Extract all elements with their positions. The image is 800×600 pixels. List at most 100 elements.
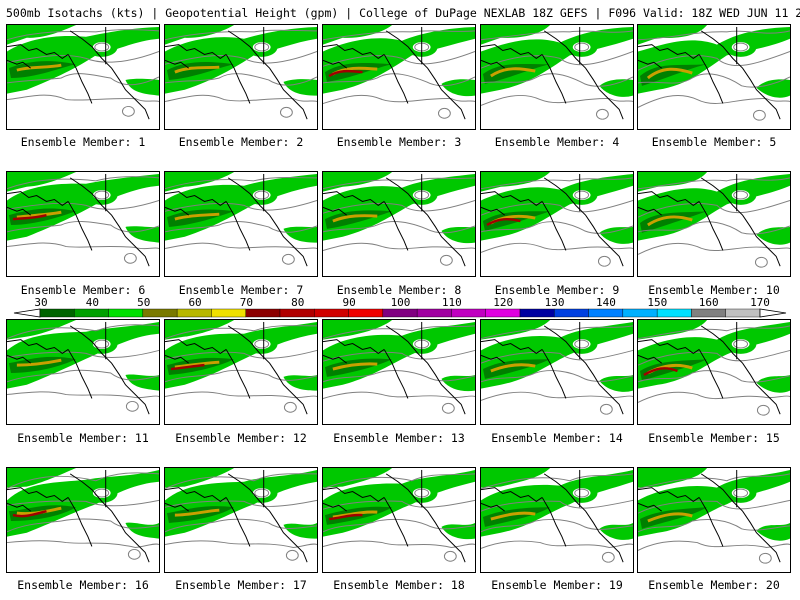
colorbar-tick-label: 100: [391, 296, 411, 309]
height-contour: [165, 199, 317, 212]
colorbar-tick-label: 80: [291, 296, 304, 309]
isotach-patch: [125, 522, 159, 539]
height-contour: [165, 473, 317, 490]
height-contour: [756, 404, 770, 416]
coastline: [7, 502, 31, 512]
height-contour: [165, 391, 317, 399]
isotach-swath: [481, 321, 633, 389]
jet-streak: [646, 67, 693, 80]
colorbar-tick-label: 30: [34, 296, 47, 309]
colorbar-swatch: [142, 308, 178, 318]
height-contour: [638, 95, 790, 108]
jet-max: [328, 513, 363, 521]
coastline: [481, 191, 543, 206]
low-center: [731, 42, 750, 52]
coastline: [447, 242, 466, 267]
coastline: [323, 191, 385, 206]
height-contour: [481, 51, 633, 69]
colorbar-swatch: [245, 308, 281, 318]
ensemble-member-map: [322, 24, 476, 130]
jet-max: [486, 217, 521, 227]
ensemble-member-label: Ensemble Member: 19: [491, 578, 623, 592]
ensemble-member-label: Ensemble Member: 1: [20, 135, 146, 149]
coastline: [165, 502, 189, 512]
ensemble-member-label: Ensemble Member: 8: [336, 283, 462, 297]
isotach-swath: [638, 320, 708, 340]
height-contour: [323, 349, 475, 362]
height-contour: [7, 324, 159, 340]
jet-streak: [174, 360, 220, 369]
isotach-core: [639, 507, 708, 529]
colorbar-swatch: [519, 308, 555, 318]
ensemble-member-map: [637, 24, 791, 130]
isotach-swath: [638, 468, 708, 488]
coastline: [638, 191, 700, 206]
coastline: [131, 95, 150, 120]
ensemble-member-label: Ensemble Member: 20: [648, 578, 780, 592]
height-contour: [7, 220, 159, 233]
height-contour: [574, 488, 590, 498]
coastline: [543, 325, 606, 391]
height-contour: [7, 94, 159, 102]
colorbar-tick-label: 130: [545, 296, 565, 309]
coastline: [638, 339, 700, 354]
height-contour: [165, 369, 317, 383]
colorbar-tick-label: 90: [343, 296, 356, 309]
colorbar-swatch: [416, 308, 452, 318]
coastline: [165, 354, 189, 364]
coastline: [543, 473, 606, 539]
ensemble-member-map: [6, 319, 160, 425]
ensemble-member-map: [6, 171, 160, 277]
height-contour: [165, 499, 317, 508]
height-contour: [574, 339, 590, 349]
map-plot: [638, 25, 790, 121]
height-contour: [7, 242, 159, 250]
ensemble-member-map: [637, 319, 791, 425]
colorbar-swatch: [314, 308, 349, 318]
coastline: [700, 325, 763, 391]
height-contour: [254, 42, 270, 52]
coastline: [69, 325, 132, 391]
isotach-patch: [756, 522, 790, 541]
height-contour: [165, 177, 317, 190]
colorbar-swatch: [279, 308, 315, 318]
colorbar-swatch: [725, 308, 761, 318]
colorbar-swatch: [382, 308, 418, 318]
ensemble-member-map: [480, 467, 634, 573]
ensemble-member-label: Ensemble Member: 6: [20, 283, 146, 297]
jet-streak: [647, 512, 693, 523]
height-contour: [323, 242, 475, 251]
coastline: [543, 177, 606, 243]
height-contour: [443, 550, 457, 562]
height-contour: [165, 73, 317, 86]
ensemble-member-map: [322, 319, 476, 425]
height-contour: [323, 177, 475, 190]
coastline: [543, 30, 606, 96]
height-contour: [481, 199, 633, 216]
map-plot: [165, 468, 317, 563]
map-plot: [323, 468, 475, 563]
jet-streak: [332, 214, 378, 223]
coastline: [385, 473, 448, 539]
ensemble-member-map: [322, 467, 476, 573]
coastline: [447, 95, 466, 120]
height-contour: [733, 42, 749, 52]
height-contour: [638, 370, 790, 383]
coastline: [383, 349, 409, 399]
colorbar-swatch: [554, 308, 589, 318]
coastline: [700, 30, 763, 96]
isotach-swath: [481, 25, 551, 45]
map-plot: [7, 25, 159, 120]
height-contour: [638, 221, 790, 235]
height-contour: [254, 190, 270, 200]
ensemble-member-label: Ensemble Member: 5: [651, 135, 777, 149]
colorbar-swatch: [211, 308, 246, 318]
coastline: [383, 54, 409, 104]
ensemble-member-map: [480, 171, 634, 277]
colorbar-swatch: [691, 308, 726, 318]
ensemble-member-label: Ensemble Member: 4: [494, 135, 620, 149]
coastline: [69, 473, 132, 539]
height-contour: [123, 252, 137, 264]
coastline: [605, 242, 624, 267]
height-contour: [733, 339, 749, 349]
